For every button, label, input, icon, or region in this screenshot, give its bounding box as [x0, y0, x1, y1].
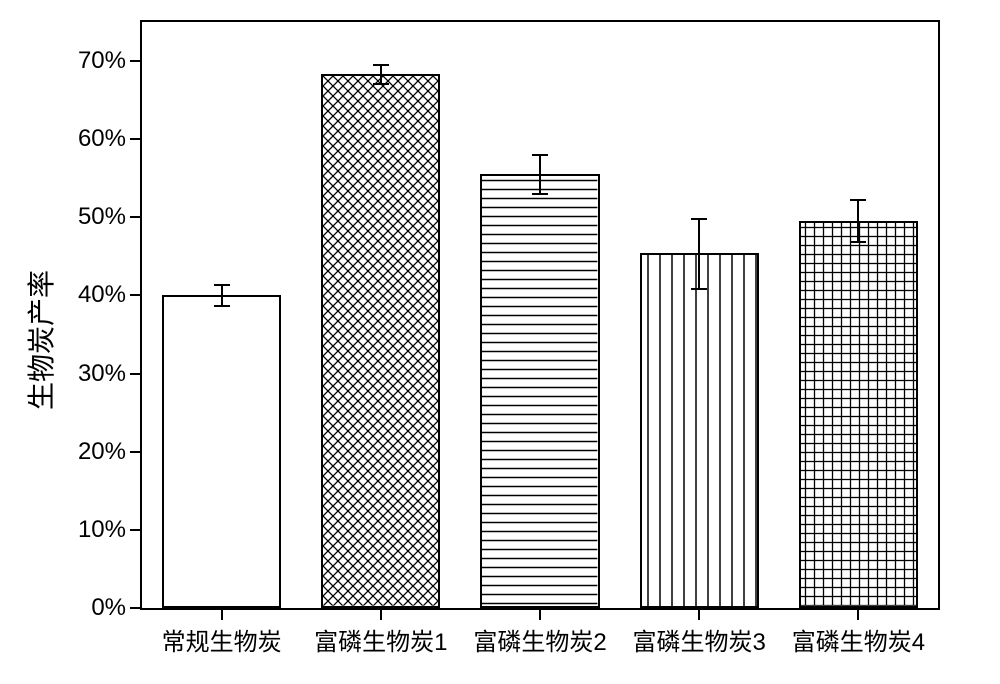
bar	[640, 253, 759, 609]
y-tick	[130, 60, 140, 62]
error-bar	[698, 219, 700, 289]
y-tick	[130, 451, 140, 453]
plot-frame: 0%10%20%30%40%50%60%70%常规生物炭富磷生物炭1富磷生物炭2…	[140, 20, 940, 610]
x-tick	[698, 610, 700, 620]
y-tick-label: 0%	[91, 594, 126, 622]
x-tick	[857, 610, 859, 620]
error-bar-cap	[850, 241, 866, 243]
x-tick-label: 富磷生物炭2	[473, 622, 606, 657]
error-bar	[221, 285, 223, 305]
x-tick-label: 富磷生物炭3	[633, 622, 766, 657]
y-tick	[130, 216, 140, 218]
x-tick	[539, 610, 541, 620]
y-tick	[130, 373, 140, 375]
bar	[321, 74, 440, 608]
x-tick-label: 富磷生物炭1	[314, 622, 447, 657]
error-bar-cap	[691, 288, 707, 290]
y-tick-label: 50%	[78, 203, 126, 231]
error-bar-cap	[214, 284, 230, 286]
chart-container: 生物炭产率 0%10%20%30%40%50%60%70%常规生物炭富磷生物炭1…	[50, 10, 960, 670]
error-bar	[539, 155, 541, 194]
y-tick	[130, 529, 140, 531]
error-bar	[380, 65, 382, 84]
x-tick-label: 富磷生物炭4	[792, 622, 925, 657]
y-axis-label: 生物炭产率	[20, 270, 60, 410]
error-bar-cap	[373, 83, 389, 85]
error-bar-cap	[373, 64, 389, 66]
y-tick-label: 60%	[78, 125, 126, 153]
bar	[480, 174, 599, 608]
y-tick-label: 70%	[78, 47, 126, 75]
bar	[799, 221, 918, 608]
error-bar	[857, 200, 859, 242]
y-tick-label: 10%	[78, 516, 126, 544]
bar	[162, 295, 281, 608]
x-tick	[221, 610, 223, 620]
error-bar-cap	[532, 193, 548, 195]
plot-area: 0%10%20%30%40%50%60%70%常规生物炭富磷生物炭1富磷生物炭2…	[142, 22, 938, 608]
y-tick-label: 40%	[78, 281, 126, 309]
y-tick	[130, 138, 140, 140]
x-tick-label: 常规生物炭	[162, 622, 282, 657]
y-tick-label: 30%	[78, 360, 126, 388]
y-tick	[130, 294, 140, 296]
y-tick	[130, 607, 140, 609]
error-bar-cap	[532, 154, 548, 156]
x-tick	[380, 610, 382, 620]
error-bar-cap	[850, 199, 866, 201]
error-bar-cap	[214, 305, 230, 307]
y-tick-label: 20%	[78, 438, 126, 466]
error-bar-cap	[691, 218, 707, 220]
